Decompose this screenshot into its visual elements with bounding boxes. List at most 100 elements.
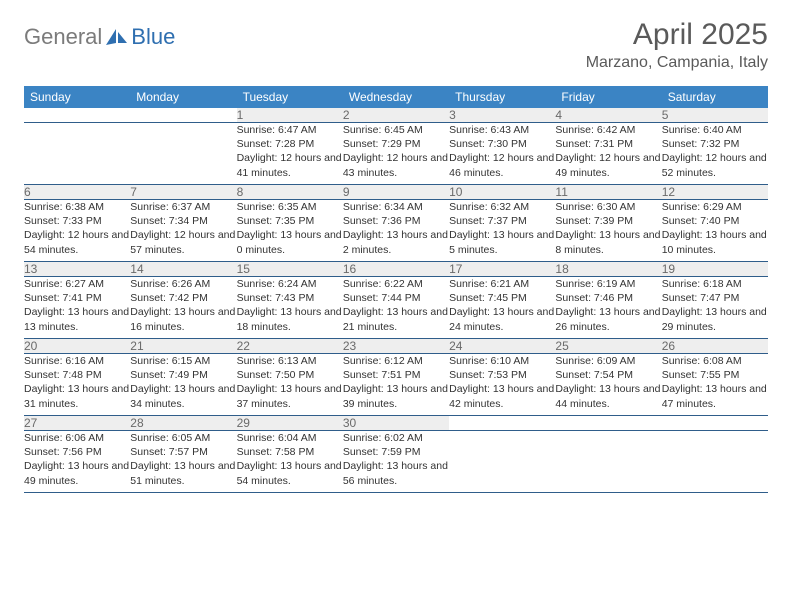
daylight-text: Daylight: 13 hours and 42 minutes. bbox=[449, 382, 555, 410]
day-detail-cell bbox=[662, 431, 768, 493]
day-number-cell: 15 bbox=[237, 262, 343, 277]
daylight-text: Daylight: 13 hours and 39 minutes. bbox=[343, 382, 449, 410]
daylight-text: Daylight: 13 hours and 34 minutes. bbox=[130, 382, 236, 410]
day-detail-row: Sunrise: 6:38 AMSunset: 7:33 PMDaylight:… bbox=[24, 200, 768, 262]
location-subtitle: Marzano, Campania, Italy bbox=[586, 54, 768, 72]
sunrise-text: Sunrise: 6:32 AM bbox=[449, 200, 555, 214]
logo-text-blue: Blue bbox=[131, 24, 175, 50]
sunrise-text: Sunrise: 6:27 AM bbox=[24, 277, 130, 291]
daylight-text: Daylight: 13 hours and 5 minutes. bbox=[449, 228, 555, 256]
daylight-text: Daylight: 13 hours and 47 minutes. bbox=[662, 382, 768, 410]
sunset-text: Sunset: 7:39 PM bbox=[555, 214, 661, 228]
day-number-cell: 7 bbox=[130, 185, 236, 200]
sunrise-text: Sunrise: 6:24 AM bbox=[237, 277, 343, 291]
day-detail-cell bbox=[24, 123, 130, 185]
daylight-text: Daylight: 13 hours and 31 minutes. bbox=[24, 382, 130, 410]
sunset-text: Sunset: 7:43 PM bbox=[237, 291, 343, 305]
day-detail-cell: Sunrise: 6:40 AMSunset: 7:32 PMDaylight:… bbox=[662, 123, 768, 185]
sunset-text: Sunset: 7:59 PM bbox=[343, 445, 449, 459]
daylight-text: Daylight: 12 hours and 49 minutes. bbox=[555, 151, 661, 179]
day-number-cell: 28 bbox=[130, 416, 236, 431]
weekday-header: Friday bbox=[555, 86, 661, 108]
day-detail-cell: Sunrise: 6:10 AMSunset: 7:53 PMDaylight:… bbox=[449, 354, 555, 416]
daylight-text: Daylight: 13 hours and 29 minutes. bbox=[662, 305, 768, 333]
sunrise-text: Sunrise: 6:04 AM bbox=[237, 431, 343, 445]
day-detail-row: Sunrise: 6:27 AMSunset: 7:41 PMDaylight:… bbox=[24, 277, 768, 339]
day-number-cell: 5 bbox=[662, 108, 768, 123]
sunset-text: Sunset: 7:48 PM bbox=[24, 368, 130, 382]
weekday-header: Wednesday bbox=[343, 86, 449, 108]
sunrise-text: Sunrise: 6:12 AM bbox=[343, 354, 449, 368]
weekday-header: Thursday bbox=[449, 86, 555, 108]
sunset-text: Sunset: 7:32 PM bbox=[662, 137, 768, 151]
month-title: April 2025 bbox=[586, 18, 768, 52]
sunrise-text: Sunrise: 6:15 AM bbox=[130, 354, 236, 368]
calendar-page: General Blue April 2025 Marzano, Campani… bbox=[0, 0, 792, 517]
sunset-text: Sunset: 7:58 PM bbox=[237, 445, 343, 459]
sunset-text: Sunset: 7:53 PM bbox=[449, 368, 555, 382]
sunrise-text: Sunrise: 6:37 AM bbox=[130, 200, 236, 214]
sunrise-text: Sunrise: 6:38 AM bbox=[24, 200, 130, 214]
daylight-text: Daylight: 13 hours and 49 minutes. bbox=[24, 459, 130, 487]
daylight-text: Daylight: 13 hours and 16 minutes. bbox=[130, 305, 236, 333]
daylight-text: Daylight: 13 hours and 10 minutes. bbox=[662, 228, 768, 256]
day-detail-cell: Sunrise: 6:21 AMSunset: 7:45 PMDaylight:… bbox=[449, 277, 555, 339]
day-number-cell: 20 bbox=[24, 339, 130, 354]
day-detail-cell: Sunrise: 6:47 AMSunset: 7:28 PMDaylight:… bbox=[237, 123, 343, 185]
daylight-text: Daylight: 12 hours and 52 minutes. bbox=[662, 151, 768, 179]
day-detail-cell: Sunrise: 6:06 AMSunset: 7:56 PMDaylight:… bbox=[24, 431, 130, 493]
day-detail-cell bbox=[449, 431, 555, 493]
day-detail-cell: Sunrise: 6:19 AMSunset: 7:46 PMDaylight:… bbox=[555, 277, 661, 339]
sunset-text: Sunset: 7:42 PM bbox=[130, 291, 236, 305]
day-detail-cell: Sunrise: 6:02 AMSunset: 7:59 PMDaylight:… bbox=[343, 431, 449, 493]
sunrise-text: Sunrise: 6:18 AM bbox=[662, 277, 768, 291]
calendar-body: 12345Sunrise: 6:47 AMSunset: 7:28 PMDayl… bbox=[24, 108, 768, 493]
day-number-cell: 9 bbox=[343, 185, 449, 200]
sunrise-text: Sunrise: 6:26 AM bbox=[130, 277, 236, 291]
daylight-text: Daylight: 13 hours and 51 minutes. bbox=[130, 459, 236, 487]
day-detail-cell: Sunrise: 6:30 AMSunset: 7:39 PMDaylight:… bbox=[555, 200, 661, 262]
day-number-cell: 4 bbox=[555, 108, 661, 123]
calendar-header-row: Sunday Monday Tuesday Wednesday Thursday… bbox=[24, 86, 768, 108]
day-number-cell: 23 bbox=[343, 339, 449, 354]
day-detail-cell: Sunrise: 6:37 AMSunset: 7:34 PMDaylight:… bbox=[130, 200, 236, 262]
sunrise-text: Sunrise: 6:47 AM bbox=[237, 123, 343, 137]
sunset-text: Sunset: 7:31 PM bbox=[555, 137, 661, 151]
sunset-text: Sunset: 7:28 PM bbox=[237, 137, 343, 151]
day-detail-cell: Sunrise: 6:38 AMSunset: 7:33 PMDaylight:… bbox=[24, 200, 130, 262]
day-number-cell: 22 bbox=[237, 339, 343, 354]
sunset-text: Sunset: 7:35 PM bbox=[237, 214, 343, 228]
day-detail-cell: Sunrise: 6:16 AMSunset: 7:48 PMDaylight:… bbox=[24, 354, 130, 416]
day-detail-row: Sunrise: 6:16 AMSunset: 7:48 PMDaylight:… bbox=[24, 354, 768, 416]
sunset-text: Sunset: 7:54 PM bbox=[555, 368, 661, 382]
day-number-cell bbox=[24, 108, 130, 123]
daylight-text: Daylight: 13 hours and 2 minutes. bbox=[343, 228, 449, 256]
sunset-text: Sunset: 7:37 PM bbox=[449, 214, 555, 228]
daylight-text: Daylight: 13 hours and 56 minutes. bbox=[343, 459, 449, 487]
day-number-cell bbox=[555, 416, 661, 431]
day-number-cell: 14 bbox=[130, 262, 236, 277]
day-number-cell: 26 bbox=[662, 339, 768, 354]
day-number-row: 12345 bbox=[24, 108, 768, 123]
daylight-text: Daylight: 13 hours and 26 minutes. bbox=[555, 305, 661, 333]
sunset-text: Sunset: 7:34 PM bbox=[130, 214, 236, 228]
daylight-text: Daylight: 13 hours and 8 minutes. bbox=[555, 228, 661, 256]
day-detail-cell: Sunrise: 6:15 AMSunset: 7:49 PMDaylight:… bbox=[130, 354, 236, 416]
day-detail-cell: Sunrise: 6:12 AMSunset: 7:51 PMDaylight:… bbox=[343, 354, 449, 416]
sunrise-text: Sunrise: 6:10 AM bbox=[449, 354, 555, 368]
day-number-cell: 1 bbox=[237, 108, 343, 123]
sunset-text: Sunset: 7:45 PM bbox=[449, 291, 555, 305]
day-detail-cell: Sunrise: 6:32 AMSunset: 7:37 PMDaylight:… bbox=[449, 200, 555, 262]
daylight-text: Daylight: 13 hours and 24 minutes. bbox=[449, 305, 555, 333]
daylight-text: Daylight: 13 hours and 13 minutes. bbox=[24, 305, 130, 333]
day-number-cell: 25 bbox=[555, 339, 661, 354]
day-detail-cell: Sunrise: 6:13 AMSunset: 7:50 PMDaylight:… bbox=[237, 354, 343, 416]
sunrise-text: Sunrise: 6:08 AM bbox=[662, 354, 768, 368]
day-number-cell: 24 bbox=[449, 339, 555, 354]
day-number-cell: 12 bbox=[662, 185, 768, 200]
daylight-text: Daylight: 12 hours and 46 minutes. bbox=[449, 151, 555, 179]
sunrise-text: Sunrise: 6:02 AM bbox=[343, 431, 449, 445]
day-detail-cell: Sunrise: 6:45 AMSunset: 7:29 PMDaylight:… bbox=[343, 123, 449, 185]
sunrise-text: Sunrise: 6:34 AM bbox=[343, 200, 449, 214]
day-detail-cell: Sunrise: 6:09 AMSunset: 7:54 PMDaylight:… bbox=[555, 354, 661, 416]
